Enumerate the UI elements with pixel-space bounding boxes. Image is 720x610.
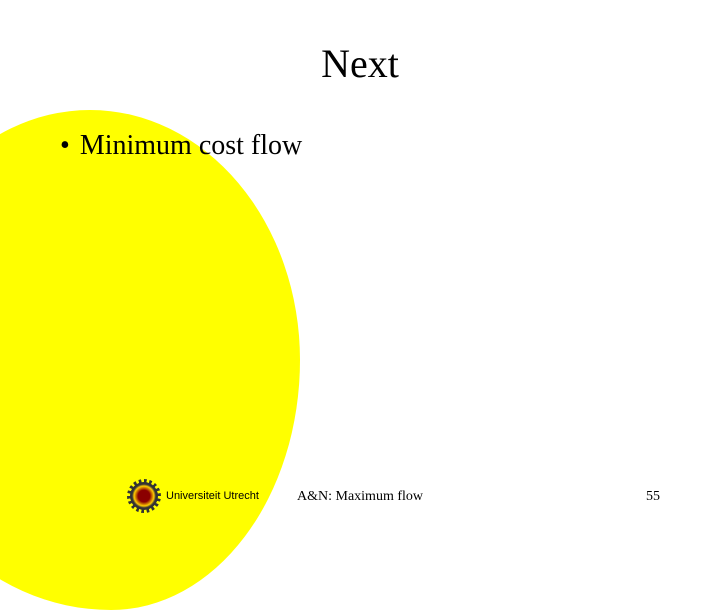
- slide-title: Next: [0, 40, 720, 87]
- footer-text: A&N: Maximum flow: [0, 489, 720, 505]
- accent-shape: [0, 110, 300, 610]
- bullet-marker: •: [60, 130, 70, 162]
- bullet-list: • Minimum cost flow: [60, 130, 302, 162]
- bullet-text: Minimum cost flow: [80, 130, 302, 161]
- page-number: 55: [646, 489, 660, 505]
